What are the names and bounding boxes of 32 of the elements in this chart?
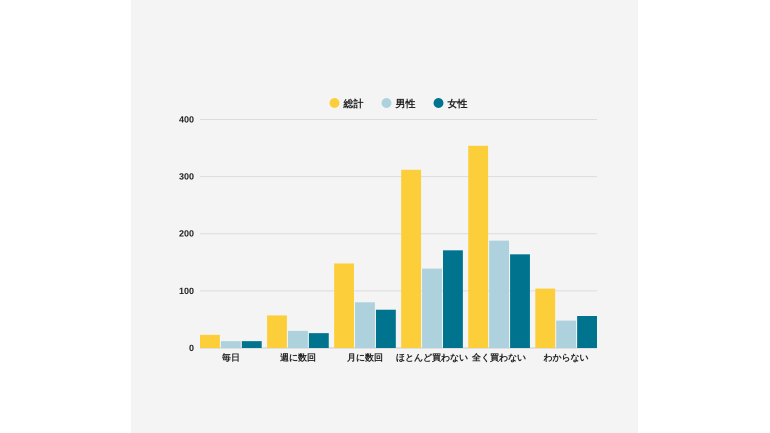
bar [577,316,597,348]
y-tick-label: 200 [178,228,194,239]
bar [200,334,220,348]
bar [489,240,510,348]
y-tick-label: 100 [178,286,194,296]
bar [288,330,308,348]
bar [376,310,396,348]
x-tick-label: わからない [542,352,589,362]
x-tick-label: 月に数回 [346,352,383,362]
legend-label: 総計 [342,98,364,110]
bar [468,146,488,348]
x-tick-label: 週に数回 [278,352,316,362]
bar [422,268,442,348]
y-tick-label: 400 [178,114,194,124]
bar [535,288,556,348]
bar [334,263,354,348]
x-tick-label: ほとんど買わない [396,352,468,362]
bar [510,254,530,348]
legend-label: 女性 [446,98,468,110]
legend-label: 男性 [394,98,416,110]
bar [308,333,329,348]
x-tick-label: 毎日 [220,352,240,362]
x-tick-label: 全く買わない [471,352,526,362]
bar [556,320,576,348]
bar [267,315,287,348]
bar [220,341,241,348]
bar [242,341,262,348]
bar [401,170,422,348]
bar [443,250,463,348]
y-tick-label: 0 [188,342,194,353]
bar [355,302,375,348]
y-tick-label: 300 [178,172,194,182]
